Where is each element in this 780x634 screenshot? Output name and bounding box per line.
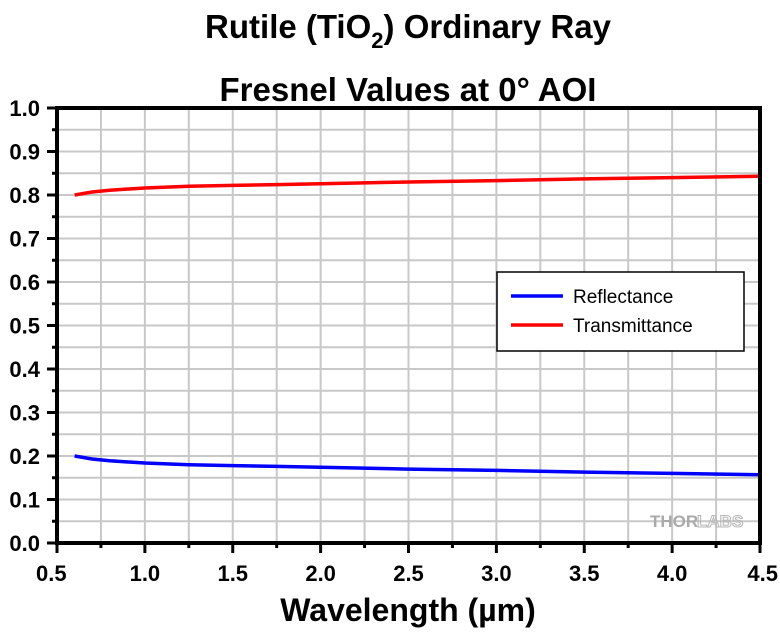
series-line-reflectance <box>74 454 761 477</box>
title-part-pre: Rutile (TiO <box>205 8 371 45</box>
series-group <box>74 174 761 477</box>
y-tick-label: 0.2 <box>9 444 40 469</box>
x-tick-label: 0.5 <box>36 561 67 586</box>
legend-box <box>496 271 745 352</box>
x-tick-label: 4.5 <box>747 561 778 586</box>
series-line-transmittance <box>74 174 761 197</box>
y-tick-label: 0.9 <box>9 140 40 165</box>
y-tick-label: 0.4 <box>9 357 40 382</box>
y-tick-label: 0.8 <box>9 183 40 208</box>
y-tick-label: 0.7 <box>9 227 40 252</box>
x-tick-label: 4.0 <box>657 561 688 586</box>
y-tick-label: 0.5 <box>9 314 40 339</box>
legend: Reflectance Transmittance <box>496 271 745 352</box>
chart-title-line1: Rutile (TiO2) Ordinary Ray <box>205 8 612 53</box>
x-tick-label: 2.0 <box>305 561 336 586</box>
y-tick-labels: 0.0 0.1 0.2 0.3 0.4 0.5 0.6 0.7 0.8 0.9 1.0 <box>9 96 40 556</box>
chart-title-line2: Fresnel Values at 0° AOI <box>220 71 597 108</box>
title-subscript: 2 <box>371 28 383 53</box>
x-tick-label: 3.0 <box>481 561 512 586</box>
x-tick-labels: 0.5 1.0 1.5 2.0 2.5 3.0 3.5 4.0 4.5 <box>36 561 778 586</box>
title-part-post: ) Ordinary Ray <box>384 8 612 45</box>
y-tick-label: 0.0 <box>9 531 40 556</box>
x-tick-label: 1.5 <box>217 561 248 586</box>
x-tick-label: 1.0 <box>130 561 161 586</box>
axes <box>47 106 762 553</box>
watermark-text-thor: THOR <box>650 512 698 531</box>
x-tick-label: 2.5 <box>393 561 424 586</box>
y-tick-label: 0.3 <box>9 401 40 426</box>
x-axis-label: Wavelength (µm) <box>280 592 535 628</box>
x-tick-label: 3.5 <box>569 561 600 586</box>
y-tick-label: 1.0 <box>9 96 40 121</box>
watermark-text-labs: LABS <box>697 512 743 531</box>
legend-label-transmittance: Transmittance <box>573 316 693 337</box>
legend-label-reflectance: Reflectance <box>573 287 673 308</box>
y-tick-label: 0.6 <box>9 270 40 295</box>
y-tick-label: 0.1 <box>9 488 40 513</box>
